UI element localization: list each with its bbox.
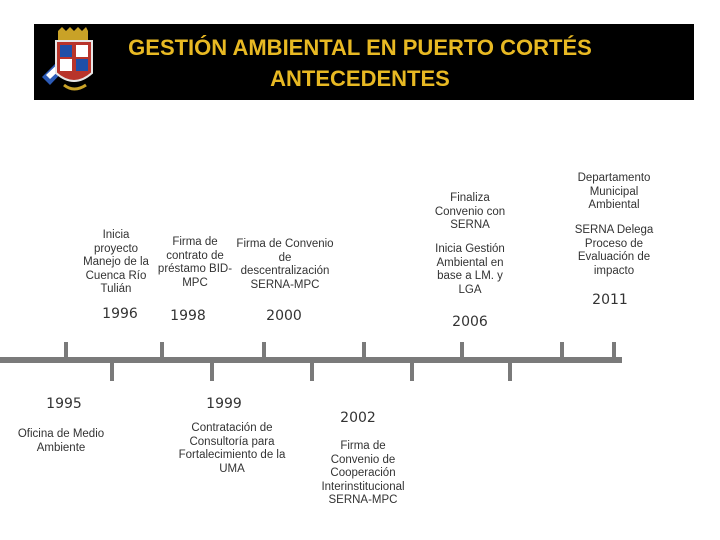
event-label-1995: Oficina de Medio Ambiente [17,428,105,454]
event-label-2006-b: Inicia Gestión Ambiental en base a LM. y… [435,243,505,296]
year-1996: 1996 [102,306,138,322]
timeline-tick [362,342,366,357]
timeline-tick [64,342,68,357]
event-label-1998: Firma de contrato de préstamo BID- MPC [157,236,233,289]
timeline-tick [262,342,266,357]
year-2000: 2000 [266,308,302,324]
timeline-tick [508,363,512,381]
year-2002: 2002 [340,410,376,426]
year-2011: 2011 [592,292,628,308]
event-label-2011-b: SERNA Delega Proceso de Evaluación de im… [574,224,654,277]
year-1998: 1998 [170,308,206,324]
timeline-tick [460,342,464,357]
timeline-tick [110,363,114,381]
event-label-2011-a: Departamento Municipal Ambiental [577,172,651,211]
page-subtitle: ANTECEDENTES [270,66,450,91]
municipal-crest-icon [42,27,93,91]
year-1995: 1995 [46,396,82,412]
year-2006: 2006 [452,314,488,330]
timeline-axis [0,357,622,363]
timeline-tick [612,342,616,357]
event-label-1999: Contratación de Consultoría para Fortale… [178,422,286,475]
event-label-2006-a: Finaliza Convenio con SERNA [434,192,506,231]
year-1999: 1999 [206,396,242,412]
timeline-tick [160,342,164,357]
event-label-1996: Inicia proyecto Manejo de la Cuenca Río … [83,229,149,295]
timeline-tick [410,363,414,381]
timeline-tick [310,363,314,381]
header-banner [34,24,694,100]
page-title: GESTIÓN AMBIENTAL EN PUERTO CORTÉS [128,35,592,60]
timeline-tick [210,363,214,381]
event-label-convenio: Firma de Convenio de descentralización S… [236,238,334,291]
timeline-tick [560,342,564,357]
event-label-2002: Firma de Convenio de Cooperación Interin… [321,440,405,506]
